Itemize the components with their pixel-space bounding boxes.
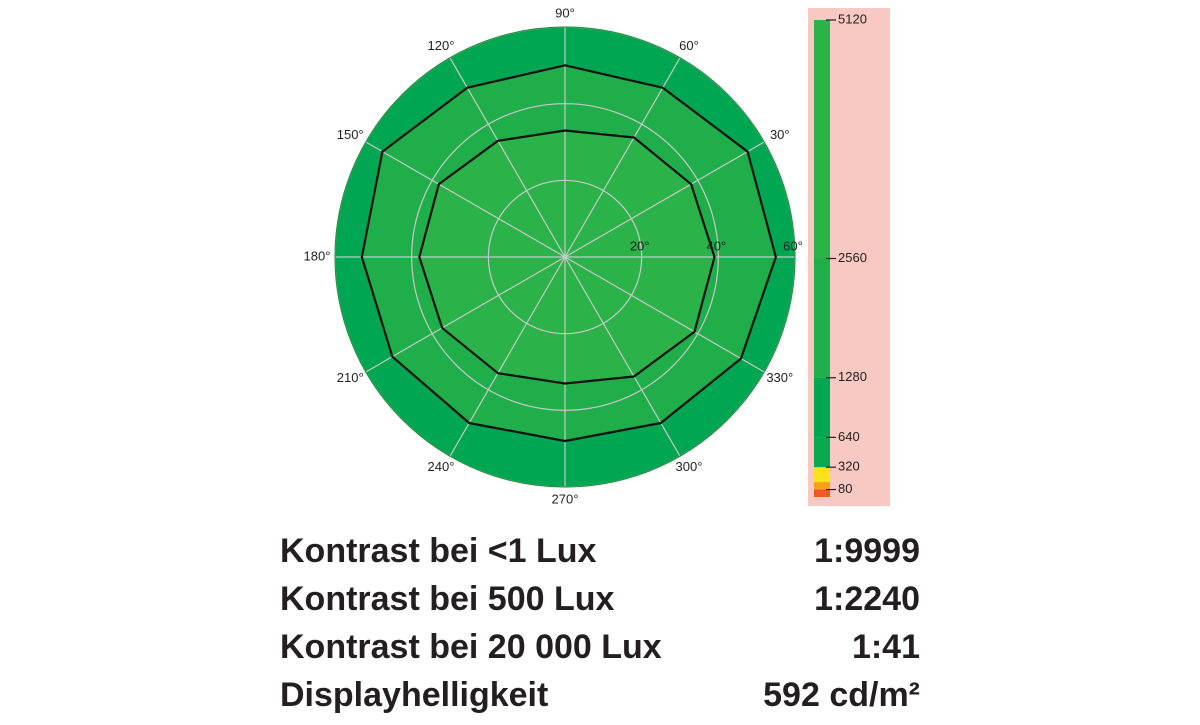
colorbar-band (814, 467, 830, 483)
colorbar-band (814, 20, 830, 259)
colorbar-label: 1280 (838, 369, 867, 384)
row-value: 592 cd/m² (763, 676, 920, 714)
angle-label: 210° (337, 370, 364, 385)
contour-line (360, 64, 777, 443)
grid-spoke (365, 141, 566, 258)
colorbar-band (814, 258, 830, 378)
angle-label: 300° (676, 459, 703, 474)
row-value: 1:9999 (814, 532, 920, 570)
angle-label: 150° (337, 127, 364, 142)
colorbar-label: 2560 (838, 250, 867, 265)
grid-spoke (449, 57, 566, 258)
angle-label: 30° (770, 127, 790, 142)
plot-outline (334, 26, 796, 488)
row-label: Displayhelligkeit (280, 676, 548, 714)
row-label: Kontrast bei 20 000 Lux (280, 628, 662, 666)
colorbar-band (814, 489, 830, 497)
colorbar-label: 640 (838, 429, 860, 444)
angle-label: 240° (428, 459, 455, 474)
grid-spoke (564, 57, 681, 258)
radial-label: 20° (630, 238, 650, 253)
colorbar-band (814, 482, 830, 490)
grid-spoke (564, 141, 765, 258)
row-value: 1:2240 (814, 580, 920, 618)
colorbar-band (814, 377, 830, 438)
angle-label: 90° (555, 5, 575, 20)
row-label: Kontrast bei <1 Lux (280, 532, 597, 570)
angle-label: 180° (304, 248, 331, 263)
colorbar-label: 5120 (838, 11, 867, 26)
grid-spoke (365, 256, 566, 373)
colorbar-label: 320 (838, 459, 860, 474)
contour-line (418, 129, 716, 385)
row-label: Kontrast bei 500 Lux (280, 580, 615, 618)
angle-label: 60° (679, 38, 699, 53)
radial-label: 40° (706, 238, 726, 253)
radial-label: 60° (783, 238, 803, 253)
angle-label: 270° (552, 491, 579, 506)
grid-spoke (564, 256, 765, 373)
colorbar-band (814, 437, 830, 468)
angle-label: 120° (428, 38, 455, 53)
row-value: 1:41 (852, 628, 920, 666)
angle-label: 330° (766, 370, 793, 385)
colorbar-label: 80 (838, 481, 852, 496)
